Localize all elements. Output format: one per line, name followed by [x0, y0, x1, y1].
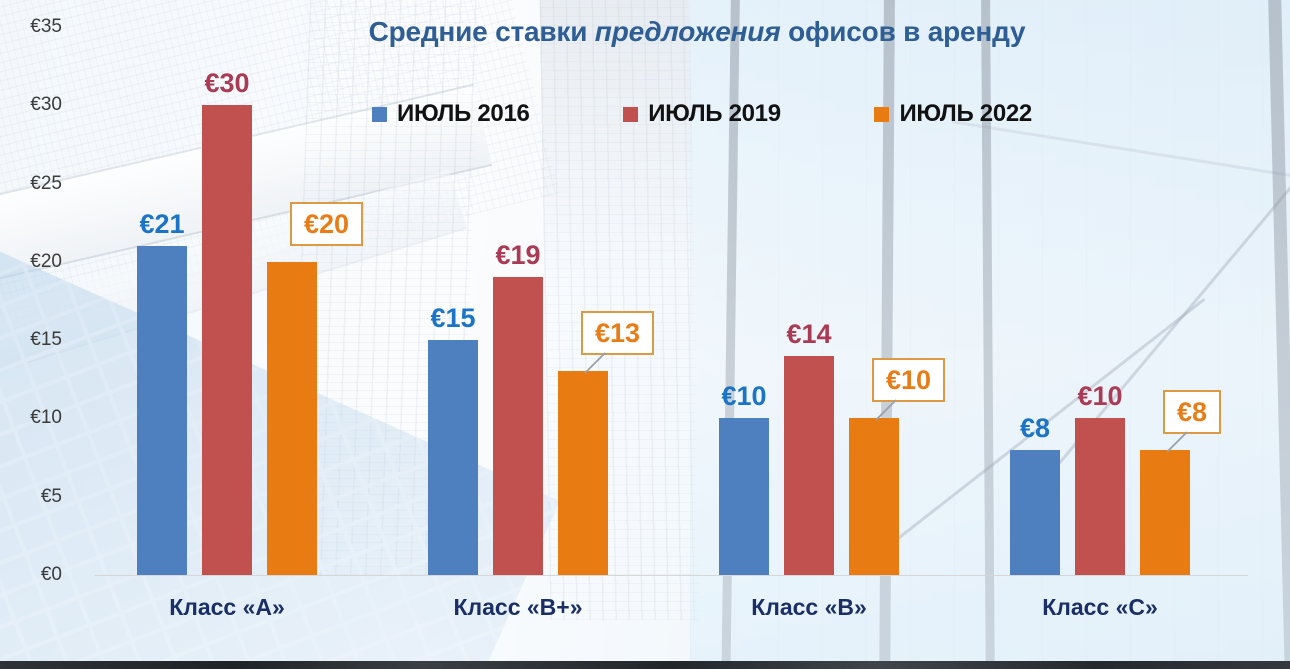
callout-value-box: €20	[290, 202, 364, 246]
chart-title-prefix: Средние ставки	[368, 16, 595, 47]
legend: ИЮЛЬ 2016 ИЮЛЬ 2019 ИЮЛЬ 2022	[372, 98, 1032, 130]
legend-label: ИЮЛЬ 2022	[899, 100, 1032, 127]
leader-line	[875, 399, 897, 421]
bar-value-label: €30	[204, 68, 250, 98]
chart-title-suffix: офисов в аренду	[780, 16, 1026, 47]
y-tick-label: €30	[30, 94, 62, 116]
y-tick-label: €5	[40, 485, 62, 507]
bar-value-label: €14	[786, 319, 832, 349]
legend-item-3: ИЮЛЬ 2022	[874, 100, 1032, 128]
legend-item-2: ИЮЛЬ 2019	[623, 100, 781, 128]
leader-line	[1166, 431, 1188, 453]
bar-value-label: €8	[1019, 413, 1051, 443]
bar-series2-group4	[1075, 418, 1125, 575]
callout-value-box: €8	[1163, 390, 1222, 434]
y-tick-label: €10	[30, 407, 62, 429]
bar-series1-group2	[428, 340, 478, 575]
bar-value-label: €10	[1077, 381, 1123, 411]
legend-label: ИЮЛЬ 2019	[648, 100, 781, 127]
bar-value-label: €19	[495, 240, 541, 270]
bar-series3-group1	[267, 262, 317, 575]
legend-item-1: ИЮЛЬ 2016	[372, 100, 530, 128]
x-axis-line	[95, 575, 1248, 576]
bar-series2-group2	[493, 277, 543, 575]
category-label: Класс «В»	[751, 594, 867, 620]
category-label: Класс «С»	[1042, 594, 1158, 620]
bar-series2-group1	[202, 105, 252, 575]
legend-swatch-icon	[623, 106, 639, 122]
bar-series1-group3	[719, 418, 769, 575]
legend-label: ИЮЛЬ 2016	[397, 100, 530, 127]
bar-value-label: €21	[139, 209, 185, 239]
bar-series1-group1	[137, 246, 187, 575]
y-tick-label: €35	[30, 15, 62, 37]
bar-series2-group3	[784, 356, 834, 575]
category-label: Класс «А»	[169, 594, 285, 620]
y-tick-label: €25	[30, 172, 62, 194]
callout-value-box: €13	[581, 311, 655, 355]
leader-line	[584, 352, 606, 374]
bar-series3-group3	[849, 418, 899, 575]
chart-title-italic: предложения	[594, 16, 781, 47]
legend-swatch-icon	[874, 106, 890, 122]
legend-swatch-icon	[372, 106, 387, 122]
bar-value-label: €15	[430, 303, 476, 333]
bar-series1-group4	[1010, 450, 1060, 575]
bar-value-label: €10	[721, 381, 767, 411]
y-tick-label: €0	[40, 564, 62, 585]
y-tick-label: €20	[30, 250, 62, 272]
bar-series3-group4	[1140, 450, 1190, 575]
callout-value-box: €10	[872, 358, 946, 402]
photo-bottom-edge	[0, 661, 1290, 669]
bar-series3-group2	[558, 371, 608, 575]
y-tick-label: €15	[30, 329, 62, 351]
chart-title: Средние ставки предложения офисов в арен…	[340, 16, 1054, 48]
facade-mullion	[1268, 0, 1290, 669]
category-label: Класс «В+»	[453, 594, 583, 620]
